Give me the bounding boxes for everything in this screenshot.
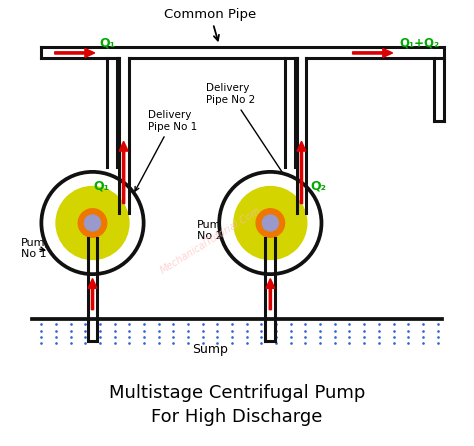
Text: Pump
No 1: Pump No 1 — [21, 238, 53, 260]
Text: Multistage Centrifugal Pump
For High Discharge: Multistage Centrifugal Pump For High Dis… — [109, 384, 365, 426]
Text: Q₁+Q₂: Q₁+Q₂ — [399, 37, 439, 50]
Circle shape — [84, 215, 100, 231]
Text: Sump: Sump — [192, 343, 228, 356]
FancyArrow shape — [353, 49, 392, 58]
Text: Q₂: Q₂ — [311, 180, 327, 193]
FancyArrow shape — [55, 49, 95, 58]
Circle shape — [262, 215, 278, 231]
Text: Common Pipe: Common Pipe — [164, 8, 256, 41]
Text: Delivery
Pipe No 2: Delivery Pipe No 2 — [206, 83, 290, 184]
FancyArrow shape — [88, 279, 97, 310]
Text: Delivery
Pipe No 1: Delivery Pipe No 1 — [135, 110, 197, 191]
Bar — [285, 58, 295, 167]
Circle shape — [78, 209, 107, 237]
Bar — [297, 58, 306, 213]
Bar — [88, 238, 97, 341]
FancyArrow shape — [297, 141, 306, 203]
Text: MechanicalTutorial.Com: MechanicalTutorial.Com — [158, 206, 263, 276]
Bar — [118, 58, 128, 213]
Circle shape — [219, 172, 321, 274]
Circle shape — [234, 186, 307, 260]
FancyArrow shape — [119, 141, 128, 203]
FancyArrow shape — [266, 279, 275, 310]
Text: Q₁: Q₁ — [99, 37, 115, 50]
Circle shape — [256, 209, 284, 237]
Circle shape — [41, 172, 144, 274]
Circle shape — [56, 186, 129, 260]
Text: Q₁: Q₁ — [94, 180, 110, 193]
Text: Pump
No 2: Pump No 2 — [197, 201, 232, 241]
Bar — [265, 238, 275, 341]
Bar — [107, 58, 117, 167]
